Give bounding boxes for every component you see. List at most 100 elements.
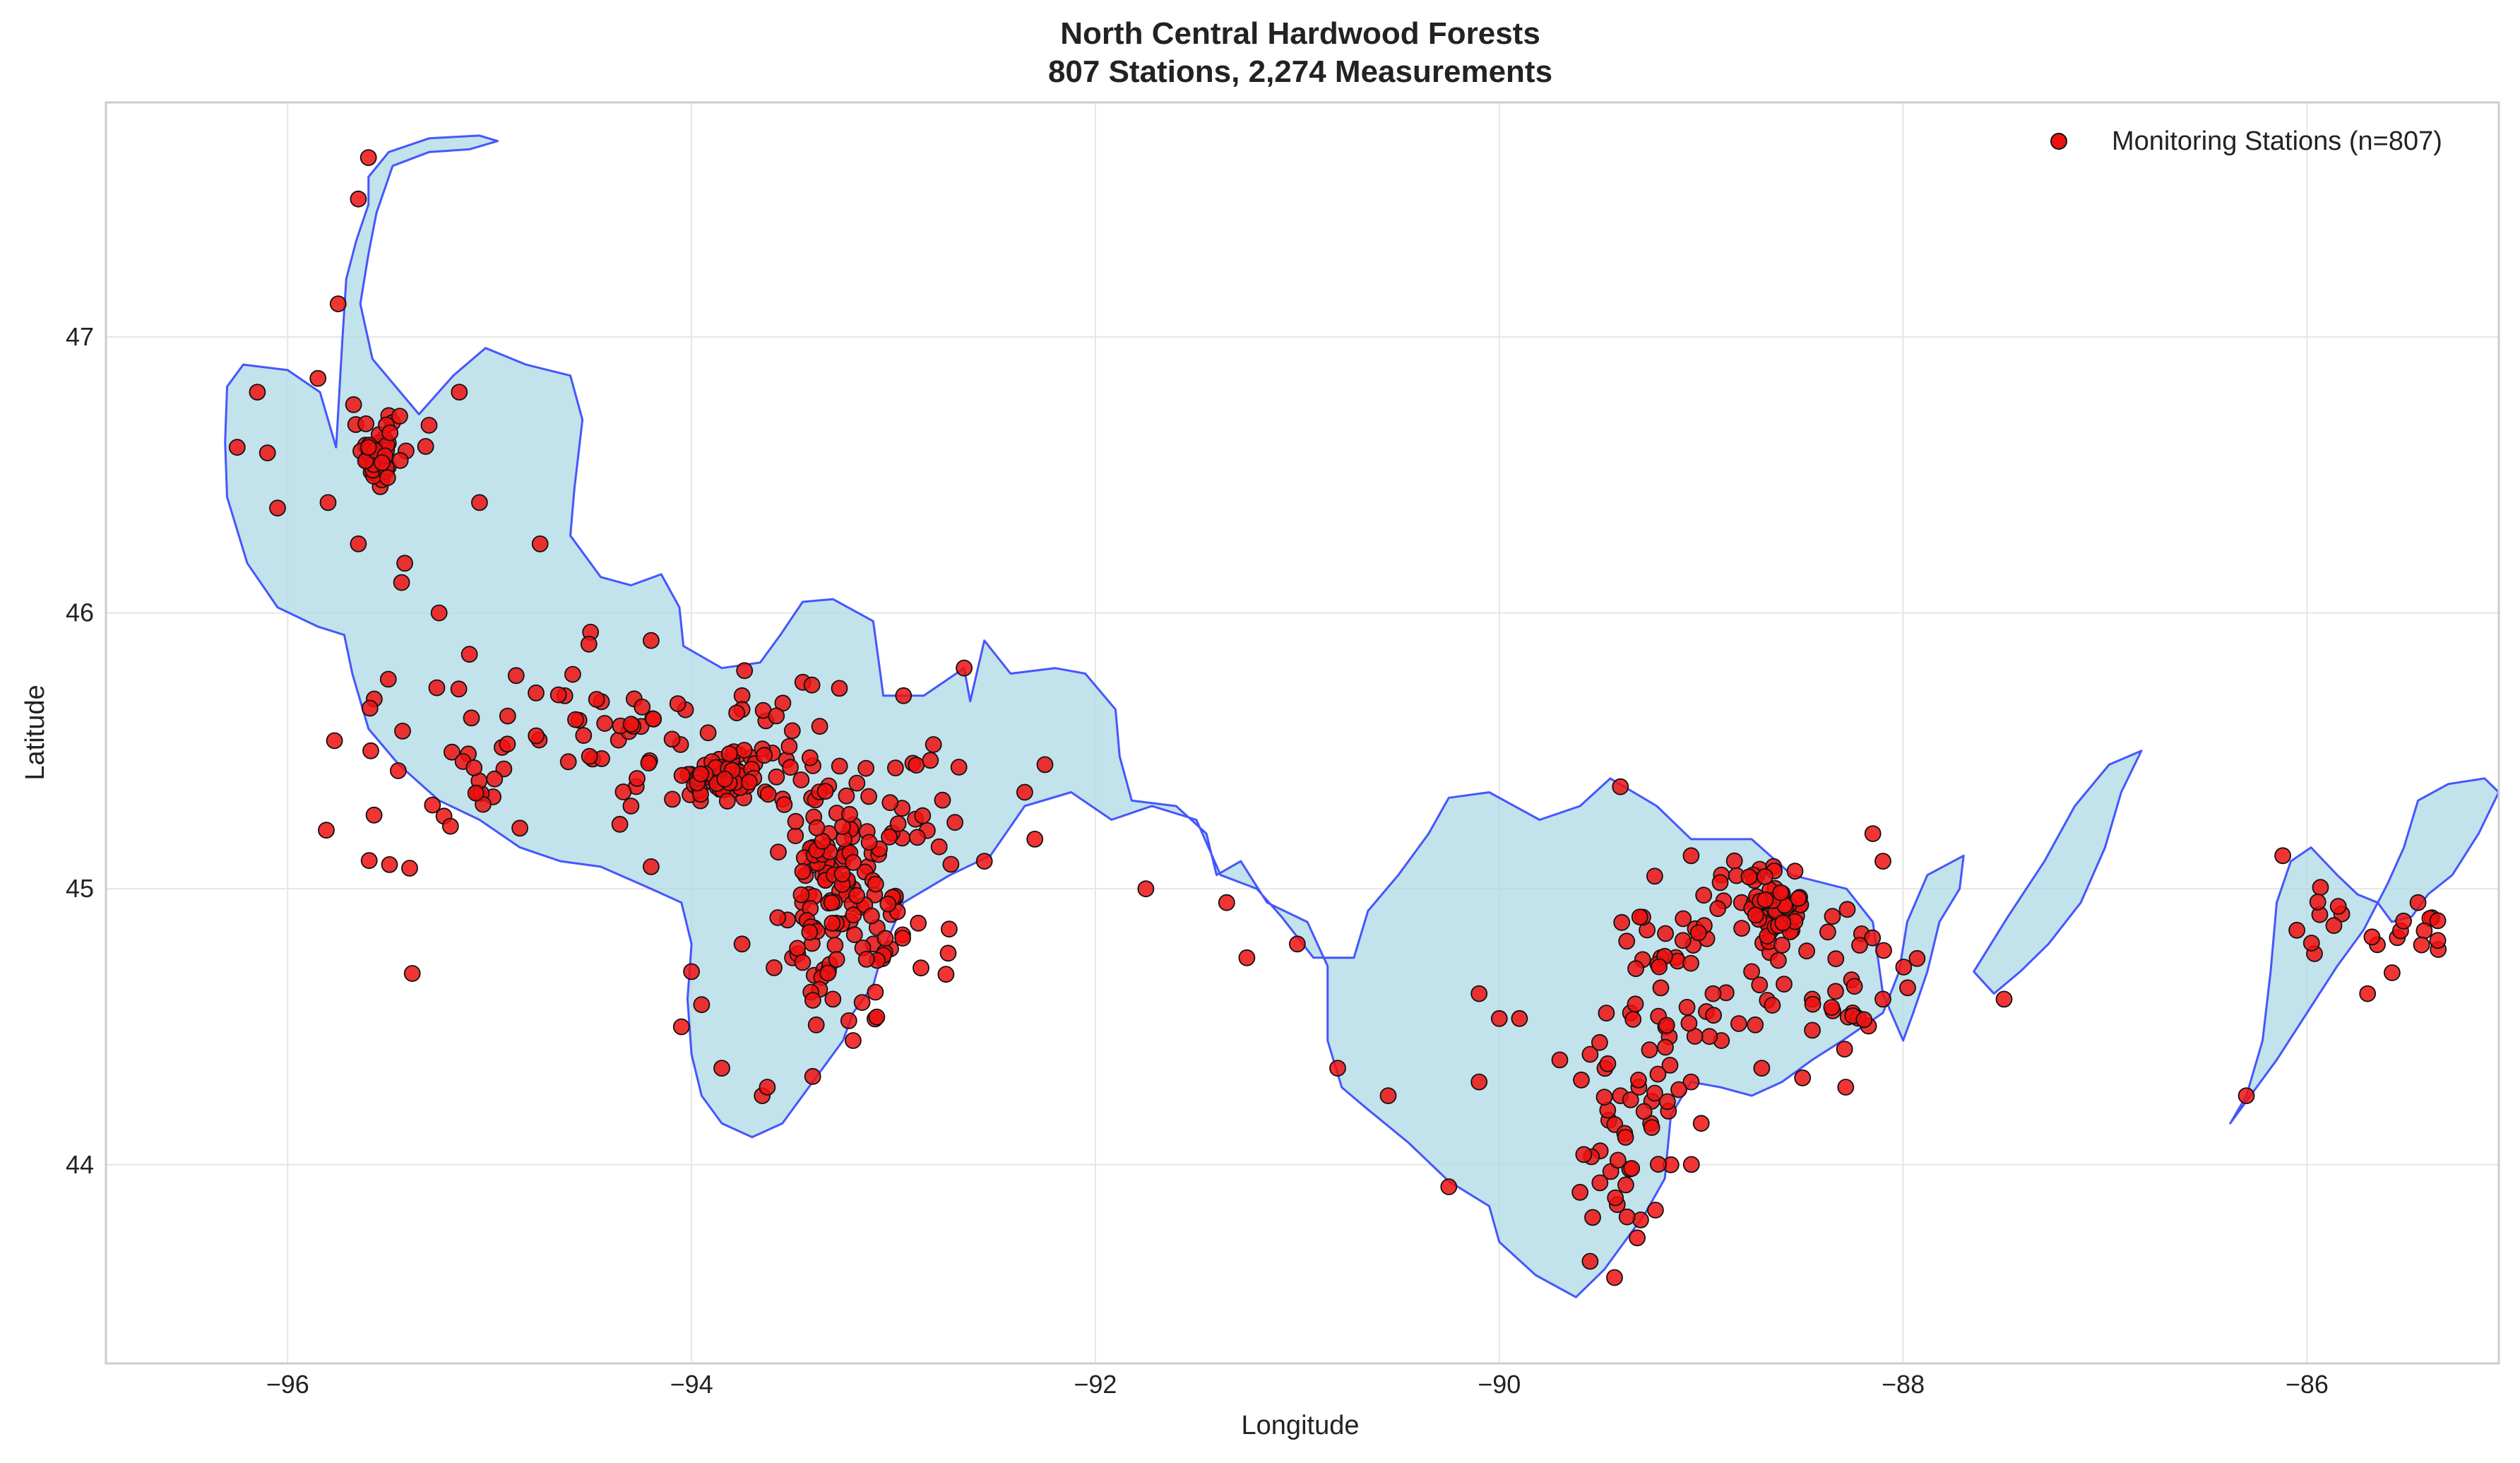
station-point (1617, 1176, 1634, 1194)
station-point (394, 723, 411, 740)
station-point (1824, 908, 1841, 925)
station-point (908, 829, 926, 846)
station-point (1753, 1060, 1771, 1077)
station-point (444, 743, 460, 761)
station-point (922, 752, 939, 769)
station-point (1635, 1103, 1653, 1120)
station-point (1725, 852, 1743, 870)
station-point (1670, 1081, 1687, 1098)
station-point (867, 875, 884, 893)
station-point (1823, 999, 1841, 1016)
station-point (345, 396, 362, 413)
station-point (467, 784, 485, 802)
station-point (811, 718, 828, 735)
x-tick-label: −94 (670, 1370, 713, 1399)
station-point (567, 711, 584, 728)
ecoregion-part-2 (1973, 750, 2143, 995)
station-point (326, 732, 343, 750)
station-point (787, 812, 804, 830)
station-point (357, 415, 374, 432)
station-point (1631, 908, 1648, 925)
station-point (824, 915, 841, 932)
station-point (1995, 990, 2013, 1008)
station-point (1646, 1084, 1663, 1102)
station-point (350, 535, 367, 552)
station-point (740, 774, 758, 790)
station-point (693, 996, 711, 1014)
station-point (857, 759, 874, 777)
station-point (450, 680, 468, 698)
station-point (1026, 831, 1044, 848)
station-point (564, 665, 581, 683)
station-point (2429, 932, 2447, 949)
legend-label: Monitoring Stations (n=807) (2112, 126, 2442, 156)
station-point (831, 757, 848, 775)
station-point (374, 454, 391, 471)
station-point (465, 759, 483, 776)
station-point (1618, 1208, 1636, 1226)
station-point (876, 930, 894, 947)
station-point (1618, 932, 1636, 950)
station-point (379, 469, 396, 487)
station-point (486, 770, 504, 788)
station-point (934, 791, 951, 809)
station-point (716, 770, 734, 788)
station-point (1607, 1189, 1624, 1207)
station-point (460, 646, 478, 663)
station-point (941, 920, 958, 938)
station-point (1682, 1156, 1700, 1173)
station-point (1819, 923, 1836, 941)
station-point (588, 691, 605, 708)
y-tick-labels: 44 45 46 47 (66, 322, 94, 1179)
station-point (794, 863, 812, 880)
station-point (848, 774, 866, 792)
station-point (2325, 917, 2343, 935)
station-point (816, 783, 834, 800)
station-point (596, 715, 614, 732)
station-point (946, 814, 963, 831)
ecoregion-part-1 (224, 134, 1965, 1298)
station-point (1838, 901, 1856, 918)
x-tick-label: −86 (2286, 1370, 2329, 1399)
station-point (925, 736, 942, 753)
station-point (2395, 912, 2413, 930)
station-point (1899, 979, 1916, 997)
station-point (1661, 1057, 1679, 1074)
station-point (692, 765, 710, 783)
station-point (804, 992, 821, 1009)
y-tick-label: 45 (66, 874, 94, 903)
station-point (824, 990, 842, 1008)
station-point (780, 738, 798, 755)
station-point (1571, 1183, 1589, 1201)
station-point (845, 926, 863, 943)
station-point (2274, 847, 2292, 865)
station-point (1827, 950, 1845, 968)
station-point (1794, 1069, 1812, 1086)
station-point (1329, 1060, 1346, 1077)
station-point (1591, 1033, 1608, 1051)
station-point (1613, 913, 1631, 931)
station-point (359, 439, 377, 456)
station-point (1682, 847, 1700, 865)
station-point (1804, 1021, 1821, 1039)
station-point (362, 742, 379, 759)
station-point (1837, 1079, 1855, 1096)
station-point (1551, 1051, 1569, 1069)
station-point (441, 817, 459, 835)
station-point (319, 494, 337, 511)
station-point (1798, 942, 1816, 960)
station-point (942, 855, 960, 873)
monitoring-station-points (228, 149, 2447, 1286)
station-point (1289, 935, 1306, 953)
station-point (768, 768, 785, 786)
station-point (1612, 778, 1629, 795)
station-point (1581, 1252, 1599, 1270)
station-point (840, 1012, 857, 1029)
station-point (1036, 756, 1054, 774)
station-point (956, 659, 973, 677)
station-point (756, 747, 773, 764)
station-point (736, 662, 754, 680)
station-point (1658, 1093, 1676, 1110)
station-point (1851, 937, 1868, 954)
station-point (937, 966, 955, 983)
